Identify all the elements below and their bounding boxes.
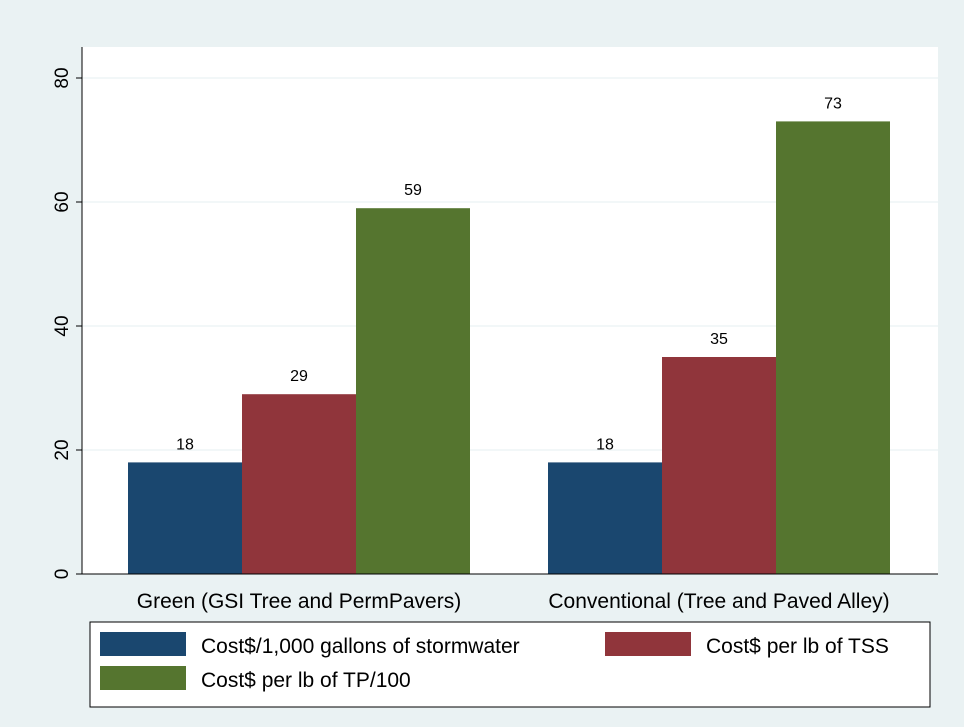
legend: Cost$/1,000 gallons of stormwater Cost$ p…: [89, 621, 931, 708]
bar-value-label: 59: [404, 182, 422, 199]
y-tick-label: 80: [52, 67, 73, 88]
y-tick-label: 0: [52, 569, 73, 580]
legend-label: Cost$/1,000 gallons of stormwater: [201, 635, 520, 658]
x-category-label: Green (GSI Tree and PermPavers): [137, 590, 461, 613]
bar: [128, 462, 242, 574]
axes: 0 20 40 60 80 Green (GSI Tree and PermPavers)…: [52, 47, 938, 613]
bar: [356, 208, 470, 574]
y-tick-label: 20: [52, 439, 73, 460]
x-category-label: Conventional (Tree and Paved Alley): [548, 590, 889, 613]
legend-box: [89, 621, 931, 708]
bar-value-label: 18: [176, 436, 194, 453]
bar-value-label: 35: [710, 331, 728, 348]
legend-swatch: [100, 666, 186, 690]
bar: [662, 357, 776, 574]
bar-value-label: 29: [290, 368, 308, 385]
bar-value-labels: 18 29 59 18 35 73: [176, 95, 842, 453]
legend-label: Cost$ per lb of TSS: [706, 635, 889, 658]
bars: [128, 121, 890, 575]
bar: [776, 121, 890, 575]
y-tick-label: 40: [52, 315, 73, 336]
bar: [242, 394, 356, 574]
legend-swatch: [605, 632, 691, 656]
legend-label: Cost$ per lb of TP/100: [201, 669, 411, 692]
legend-swatch: [100, 632, 186, 656]
y-tick-label: 60: [52, 191, 73, 212]
bar-value-label: 18: [596, 436, 614, 453]
bar: [548, 462, 662, 574]
bar-value-label: 73: [824, 95, 842, 112]
